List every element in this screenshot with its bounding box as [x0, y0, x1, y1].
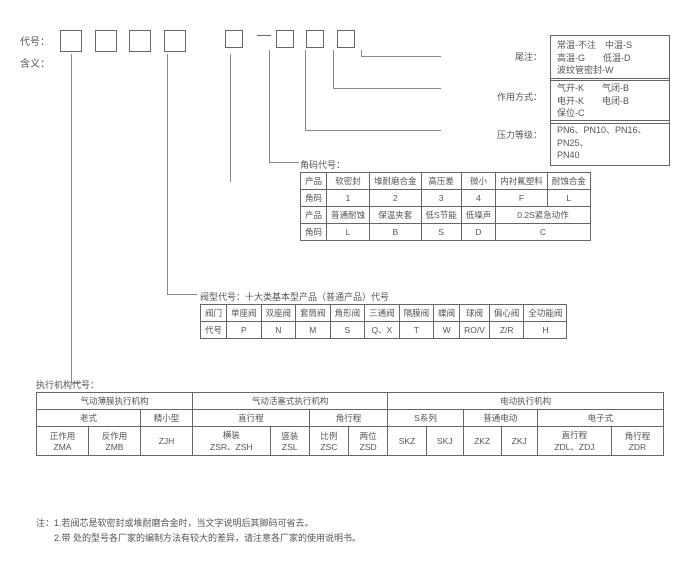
table-cell: 正作用ZMA	[37, 427, 89, 456]
code-box-6	[276, 30, 294, 48]
actuator-table: 气动薄膜执行机构 气动活塞式执行机构 电动执行机构 老式 精小型 直行程 角行程…	[36, 392, 664, 456]
valve-type-label: 阀型代号：十大类基本型产品（普通产品）代号	[200, 290, 389, 303]
table-cell: SKJ	[426, 427, 463, 456]
code-box-row	[60, 30, 365, 52]
table-cell: 反作用ZMB	[89, 427, 141, 456]
table-cell: SKZ	[388, 427, 426, 456]
note-1: 注：1.若阀芯是软密封或堆耐磨合金时，当文字说明后其脚码可省去。	[36, 516, 361, 530]
valve-type-table: 阀门单座阀双座阀套筒阀角形阀三通阀隔膜阀蝶阀球阀偏心阀全功能阀 代号PNMSQ、…	[200, 304, 567, 339]
angle-code-label: 角码代号：	[300, 158, 345, 171]
note-2: 2.带 处的型号各厂家的编制方法有较大的差异，请注意各厂家的使用说明书。	[36, 531, 361, 545]
code-box-2	[95, 30, 117, 52]
code-box-3	[129, 30, 151, 52]
suffix-label: 尾注：	[515, 50, 542, 63]
angle-code-table: 产品软密封堆耐磨合金高压差微小内衬氟塑料耐蚀合金 角码1234FL 产品普通耐蚀…	[300, 172, 591, 241]
code-label: 代号：	[20, 32, 50, 54]
table-cell: 直行程ZDL、ZDJ	[537, 427, 611, 456]
table-cell: 横装ZSR、ZSH	[193, 427, 271, 456]
code-box-7	[306, 30, 324, 48]
footer-notes: 注：1.若阀芯是软密封或堆耐磨合金时，当文字说明后其脚码可省去。 2.带 处的型…	[36, 516, 361, 545]
table-cell: 角行程ZDR	[611, 427, 663, 456]
pressure-box: PN6、PN10、PN16、PN25、 PN40	[550, 120, 670, 166]
table-cell: ZJH	[141, 427, 193, 456]
table-cell: ZKJ	[501, 427, 537, 456]
suffix-box: 常温-不注 中温-S 高温-G 低温-D 波纹管密封-W	[550, 35, 670, 81]
action-label: 作用方式：	[497, 90, 542, 103]
legend-labels: 代号： 含义：	[20, 32, 50, 76]
code-box-5	[225, 30, 243, 48]
actuator-code-label: 执行机构代号：	[36, 378, 99, 391]
table-cell: 比例ZSC	[309, 427, 348, 456]
pressure-label: 压力等级：	[497, 128, 542, 141]
code-box-4	[164, 30, 186, 52]
action-box: 气开-K 气闭-B 电开-K 电闭-B 保位-C	[550, 78, 670, 124]
code-box-8	[337, 30, 355, 48]
table-cell: ZKZ	[463, 427, 501, 456]
table-cell: 竖装ZSL	[270, 427, 309, 456]
meaning-label: 含义：	[20, 54, 50, 76]
table-cell: 两位ZSD	[349, 427, 388, 456]
code-box-1	[60, 30, 82, 52]
